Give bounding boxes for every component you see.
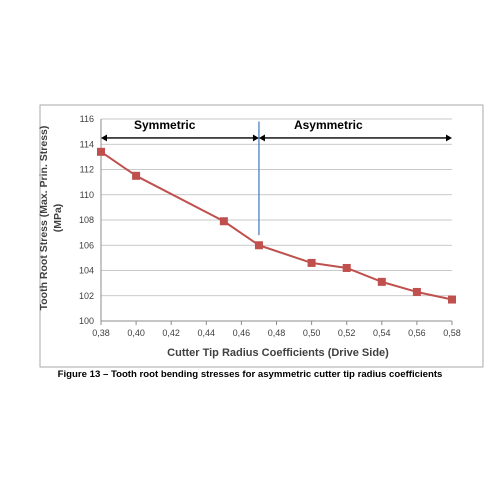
chart-frame	[39, 104, 484, 368]
data-point-marker	[97, 147, 105, 156]
x-tick-label: 0,40	[127, 328, 145, 338]
data-point-marker	[132, 171, 141, 180]
x-tick-label: 0,54	[373, 328, 391, 338]
chart: 100 102 104 106 108 110 112 114 116 0,38 0,40 0,42…	[38, 104, 484, 368]
y-tick-label: 114	[80, 139, 94, 149]
x-tick-label: 0,52	[338, 328, 356, 338]
data-point-marker	[412, 287, 421, 296]
region-label: Symmetric	[134, 118, 196, 132]
y-tick-label: 112	[80, 165, 94, 175]
data-point-marker	[254, 241, 263, 250]
x-tick-label: 0,38	[92, 328, 110, 338]
figure-caption: Figure 13 – Tooth root bending stresses …	[57, 369, 443, 380]
y-tick-label: 116	[80, 114, 94, 124]
region-label: Asymmetric	[294, 118, 363, 132]
x-tick-label: 0,44	[198, 328, 216, 338]
region-annotations: Symmetric Asymmetric	[101, 118, 452, 236]
x-axis-label: Cutter Tip Radius Coefficients (Drive Si…	[167, 347, 389, 359]
y-tick-label: 104	[79, 266, 94, 276]
grid-lines	[101, 118, 452, 297]
region-arrowhead-right	[446, 134, 452, 142]
y-axis-label: Tooth Root Stress (Max. Prin. Stress) (M…	[38, 126, 64, 311]
x-tick-label: 0,50	[303, 328, 321, 338]
y-tick-label: 108	[79, 215, 94, 225]
y-tick-labels: 100 102 104 106 108 110 112 114 116	[79, 114, 94, 326]
data-points	[97, 147, 456, 304]
data-point-marker	[219, 217, 228, 226]
data-point-marker	[307, 258, 316, 267]
region-arrowhead-left	[258, 134, 265, 142]
y-tick-label: 100	[79, 316, 94, 326]
y-tick-label: 106	[79, 240, 94, 250]
region-arrowhead-left	[101, 134, 107, 142]
region-arrowhead-right	[252, 134, 259, 142]
y-tick-label: 110	[80, 190, 94, 200]
data-point-marker	[342, 263, 351, 272]
y-axis-label-line-1: Tooth Root Stress (Max. Prin. Stress)	[38, 126, 50, 311]
x-tick-label: 0,48	[268, 328, 286, 338]
y-axis-label-line-2: (MPa)	[52, 204, 64, 233]
data-point-marker	[448, 295, 456, 304]
data-point-marker	[377, 277, 386, 286]
x-tick-labels: 0,38 0,40 0,42 0,44 0,46 0,48 0,50 0,52 0,54 0,56…	[92, 321, 461, 338]
x-tick-label: 0,42	[162, 328, 180, 338]
x-tick-label: 0,46	[233, 328, 251, 338]
y-tick-label: 102	[79, 291, 94, 301]
x-tick-label: 0,58	[443, 328, 461, 338]
x-tick-label: 0,56	[408, 328, 426, 338]
